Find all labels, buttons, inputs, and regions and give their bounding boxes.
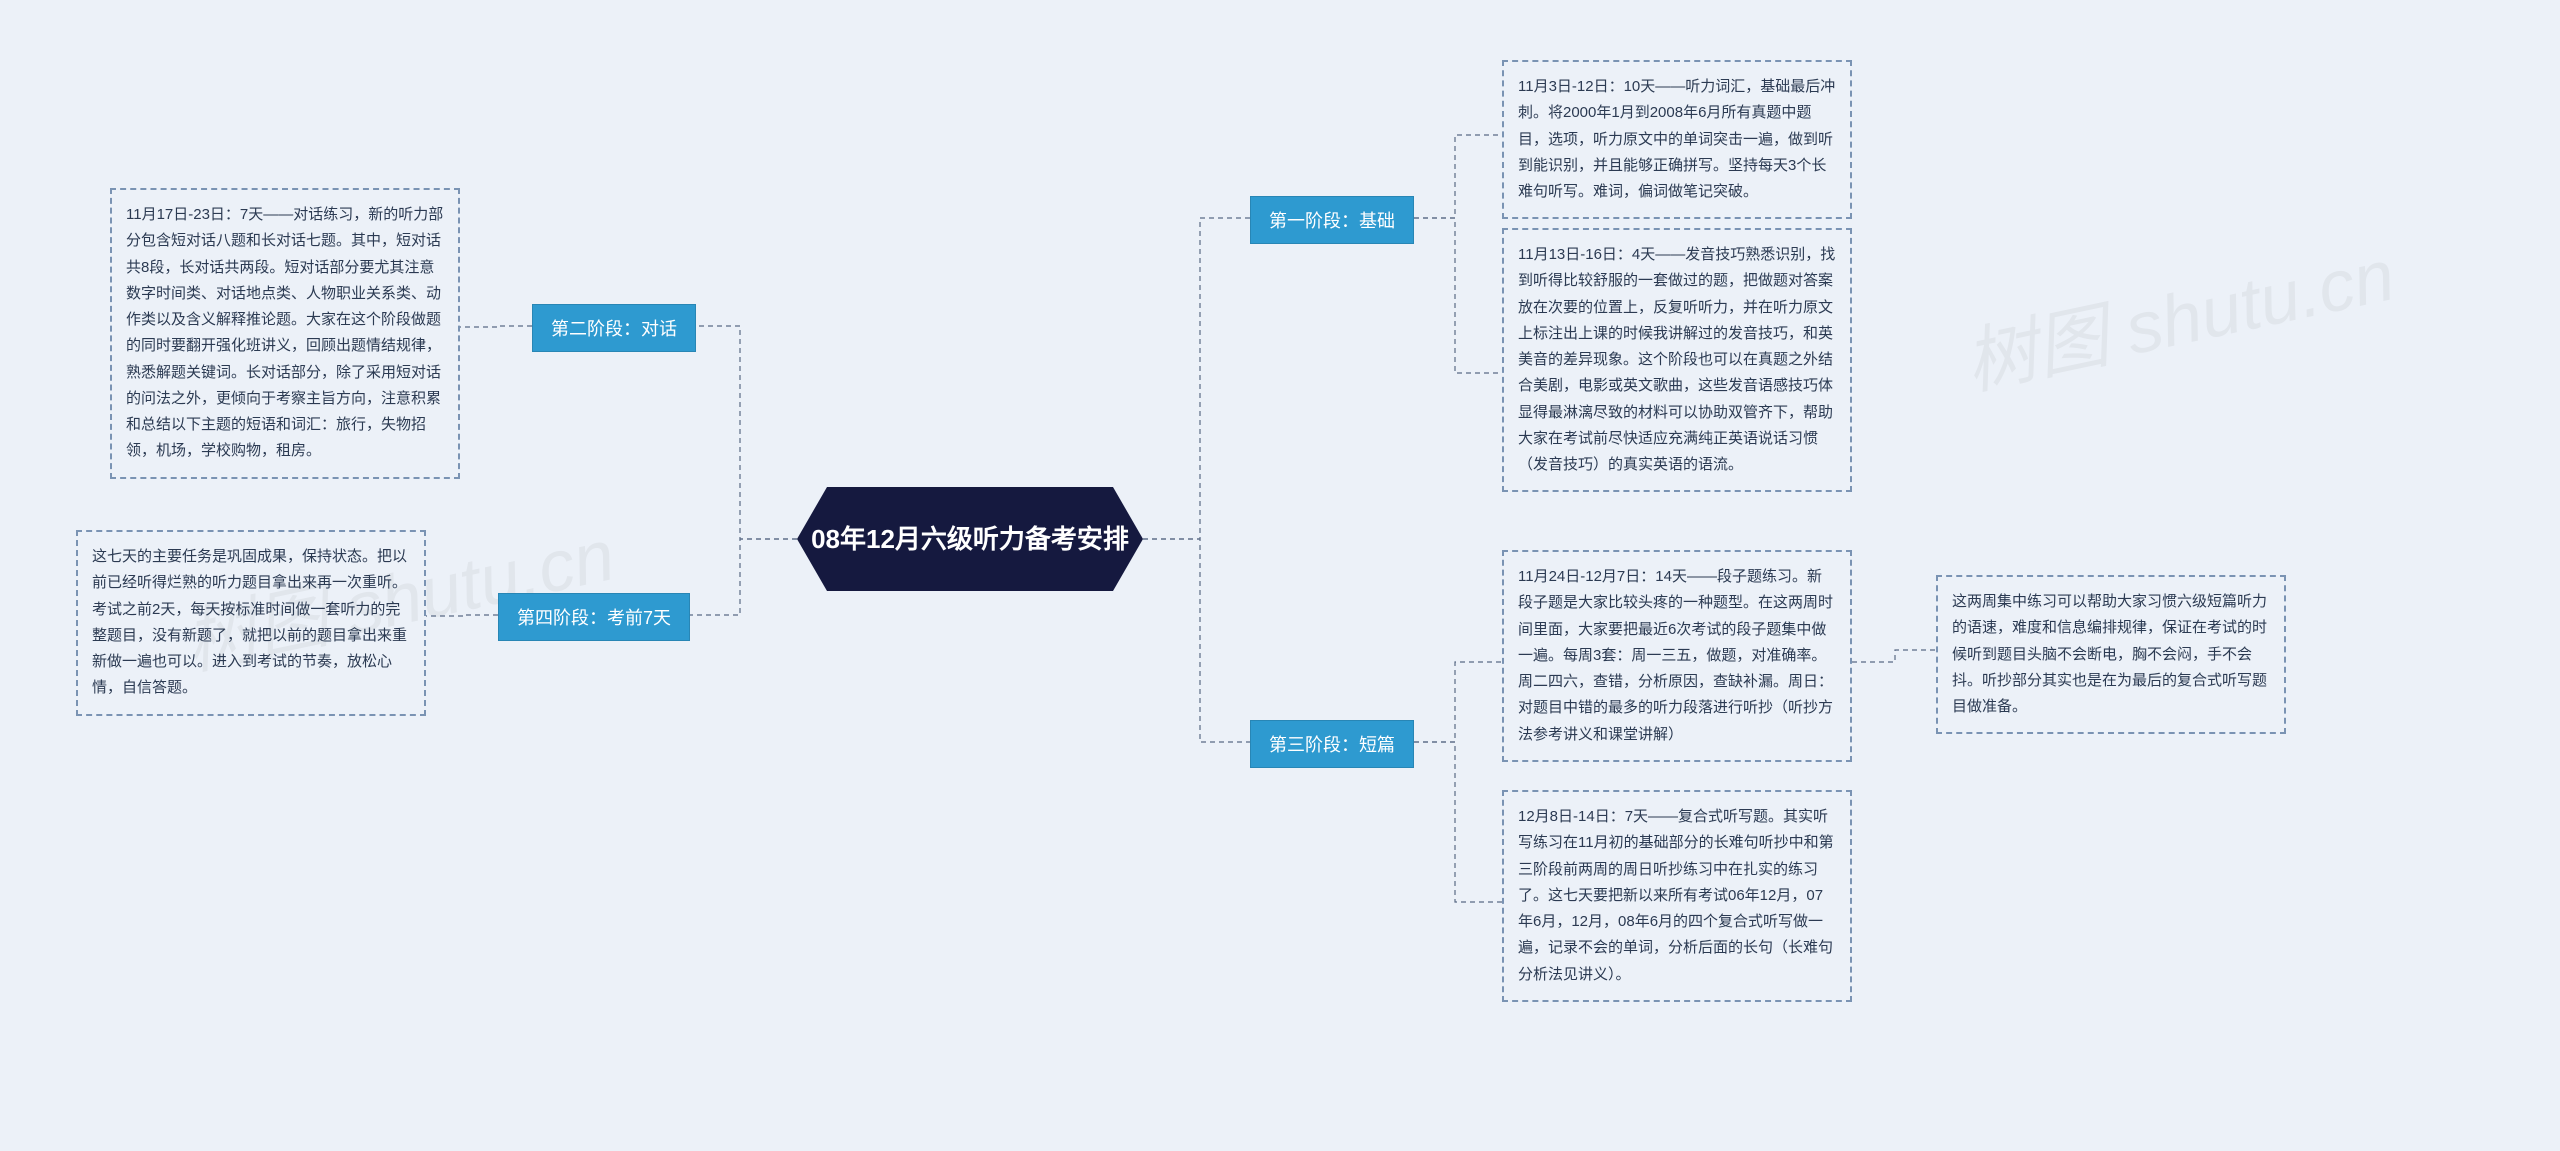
leaf-s3b: 12月8日-14日：7天——复合式听写题。其实听写练习在11月初的基础部分的长难… [1502,790,1852,1002]
leaf-s2a: 11月17日-23日：7天——对话练习，新的听力部分包含短对话八题和长对话七题。… [110,188,460,479]
stage-4-label: 第四阶段：考前7天 [517,608,671,628]
leaf-s4a: 这七天的主要任务是巩固成果，保持状态。把以前已经听得烂熟的听力题目拿出来再一次重… [76,530,426,716]
stage-4: 第四阶段：考前7天 [498,593,690,641]
leaf-s1a: 11月3日-12日：10天——听力词汇，基础最后冲刺。将2000年1月到2008… [1502,60,1852,219]
leaf-s1b: 11月13日-16日：4天——发音技巧熟悉识别，找到听得比较舒服的一套做过的题，… [1502,228,1852,492]
stage-2: 第二阶段：对话 [532,304,696,352]
stage-2-label: 第二阶段：对话 [551,319,677,339]
stage-3-label: 第三阶段：短篇 [1269,735,1395,755]
root-title: 08年12月六级听力备考安排 [811,521,1129,557]
leaf-s3a-ext: 这两周集中练习可以帮助大家习惯六级短篇听力的语速，难度和信息编排规律，保证在考试… [1936,575,2286,734]
stage-1: 第一阶段：基础 [1250,196,1414,244]
watermark: 树图 shutu.cn [1954,216,2402,409]
leaf-s3a: 11月24日-12月7日：14天——段子题练习。新段子题是大家比较头疼的一种题型… [1502,550,1852,762]
stage-3: 第三阶段：短篇 [1250,720,1414,768]
root-node: 08年12月六级听力备考安排 [797,487,1143,591]
stage-1-label: 第一阶段：基础 [1269,211,1395,231]
